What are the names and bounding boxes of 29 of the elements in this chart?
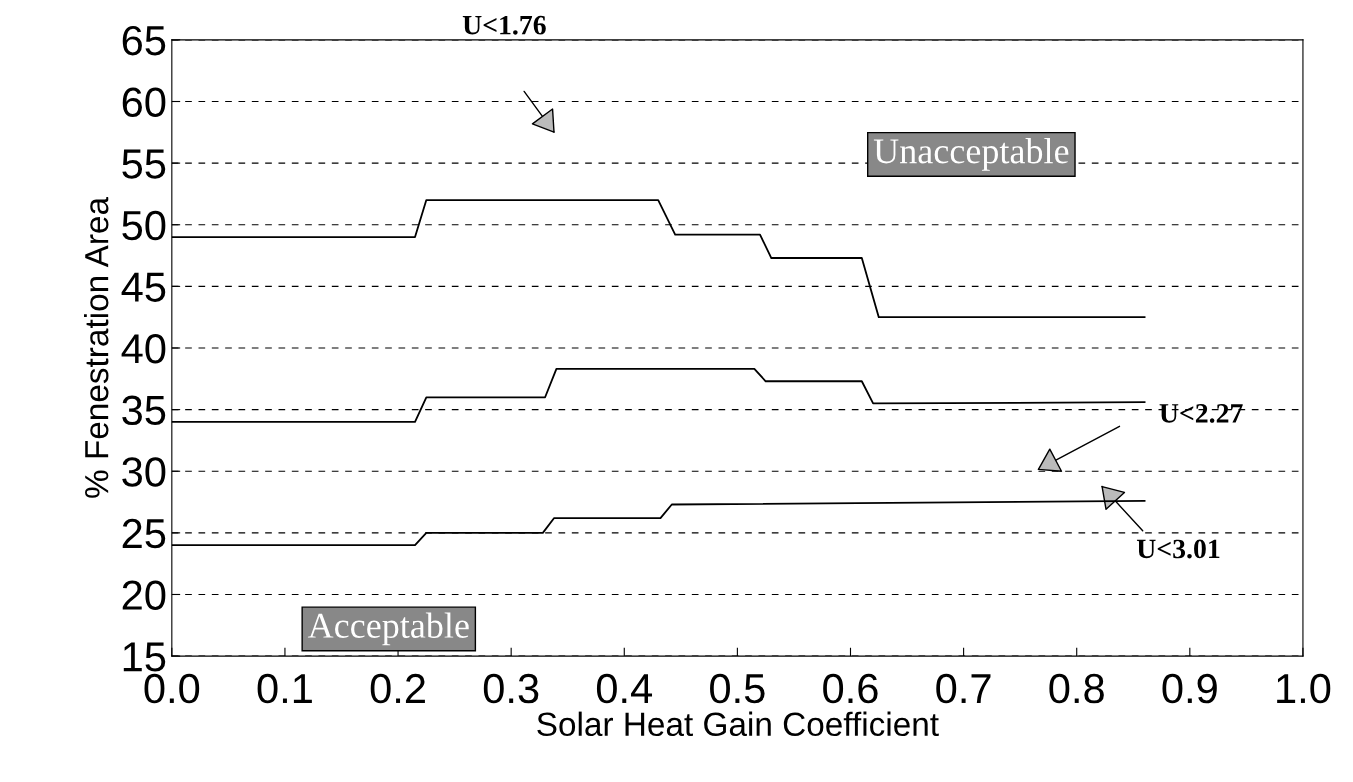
- x-tick-label: 0.0: [144, 673, 200, 704]
- x-axis-title: Solar Heat Gain Coefficient: [537, 711, 939, 737]
- y-tick-label: 35: [122, 395, 166, 426]
- y-tick-label: 30: [122, 457, 166, 487]
- x-tick-label: 0.5: [710, 673, 765, 704]
- y-tick-label: 45: [121, 272, 166, 302]
- x-tick-label: 0.6: [823, 673, 878, 704]
- x-tick-label: 0.3: [483, 673, 539, 704]
- y-tick-label: 50: [122, 210, 166, 241]
- y-tick-label: 40: [121, 333, 166, 364]
- x-tick-label: 0.7: [936, 673, 991, 704]
- x-tick-label: 0.8: [1049, 673, 1104, 704]
- annotation: U<3.01: [1136, 539, 1220, 559]
- x-tick-label: 1.0: [1277, 673, 1331, 704]
- y-tick-label: 55: [122, 149, 166, 179]
- y-tick-label: 20: [122, 580, 166, 610]
- annotation: U<2.27: [1159, 404, 1243, 423]
- annotation: Acceptable: [307, 612, 469, 646]
- text: U<1.76: [462, 15, 546, 35]
- x-tick-label: 0.1: [257, 673, 312, 704]
- y-tick-label: 65: [122, 25, 166, 56]
- annotation: Unacceptable: [873, 138, 1069, 171]
- y-tick-label: 15: [123, 642, 166, 672]
- y-tick-label: 60: [122, 87, 166, 118]
- y-axis-title: % Fenestration Area: [84, 196, 109, 498]
- x-tick-label: 0.9: [1162, 673, 1217, 704]
- x-tick-label: 0.4: [596, 673, 653, 704]
- y-tick-label: 25: [122, 518, 166, 549]
- x-tick-label: 0.2: [370, 673, 425, 704]
